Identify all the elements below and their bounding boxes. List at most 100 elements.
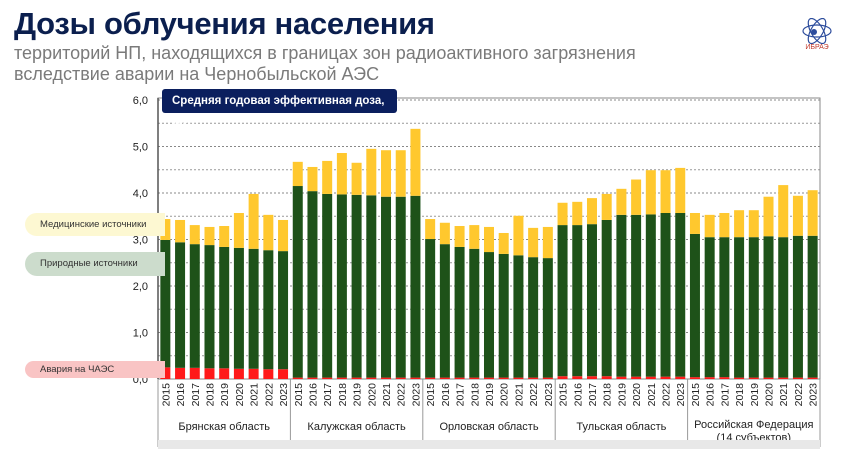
logo-text: ИБРАЭ (805, 44, 829, 51)
bar-accident (425, 377, 436, 379)
x-tick-label: 2017 (455, 383, 467, 407)
bar-medical (719, 212, 730, 238)
bar-medical (704, 214, 715, 238)
bar-natural (469, 248, 480, 378)
bar-accident (219, 368, 230, 379)
subtitle-line-2: вследствие аварии на Чернобыльской АЭС (14, 64, 380, 84)
x-tick-label: 2022 (263, 383, 275, 407)
bar-natural (616, 214, 627, 377)
bar-medical (748, 210, 759, 238)
bar-medical (631, 179, 642, 215)
x-tick-label: 2015 (425, 383, 437, 407)
bar-medical (807, 190, 818, 236)
bar-natural (748, 237, 759, 378)
bar-accident (748, 377, 759, 379)
bar-accident (322, 377, 333, 379)
bar-medical (263, 214, 274, 251)
bar-natural (410, 195, 421, 378)
bar-natural (307, 191, 318, 378)
bar-accident (734, 377, 745, 379)
bar-medical (542, 226, 553, 259)
bar-accident (292, 377, 303, 379)
subtitle-line-1: территорий НП, находящихся в границах зо… (14, 43, 636, 63)
bar-natural (513, 255, 524, 378)
x-tick-label: 2018 (734, 383, 746, 407)
bar-accident (351, 377, 362, 379)
legend-natural: Природные источники (25, 252, 165, 276)
x-tick-label: 2018 (469, 383, 481, 407)
bar-natural (175, 242, 186, 368)
x-tick-label: 2019 (616, 383, 628, 407)
x-tick-label: 2023 (278, 383, 290, 407)
bar-natural (498, 253, 509, 378)
bar-natural (292, 186, 303, 378)
bar-accident (336, 377, 347, 379)
x-tick-label: 2020 (631, 383, 643, 407)
bar-accident (601, 376, 612, 379)
bar-natural (675, 212, 686, 377)
bar-accident (381, 377, 392, 379)
x-tick-label: 2023 (808, 383, 820, 407)
bar-natural (719, 237, 730, 378)
group-label: Тульская область (576, 421, 666, 433)
bar-medical (233, 212, 244, 248)
bar-natural (233, 247, 244, 369)
bar-natural (454, 246, 465, 378)
bar-accident (469, 377, 480, 379)
bar-natural (263, 250, 274, 370)
bar-natural (381, 196, 392, 378)
bar-natural (483, 252, 495, 378)
bar-medical (498, 232, 509, 254)
bar-natural (778, 237, 789, 378)
x-tick-label: 2018 (602, 383, 614, 407)
bar-accident (792, 377, 803, 379)
group-label: Брянская область (178, 421, 270, 433)
x-tick-label: 2019 (749, 383, 761, 407)
x-tick-label: 2015 (293, 383, 305, 407)
bar-medical (601, 193, 612, 220)
bar-medical (528, 227, 539, 258)
y-tick-label: 5,0 (133, 142, 148, 154)
bar-natural (351, 194, 362, 378)
bar-accident (675, 376, 686, 379)
x-tick-label: 2016 (705, 383, 717, 407)
bar-natural (425, 239, 436, 378)
x-tick-label: 2021 (381, 383, 393, 407)
bar-medical (572, 201, 583, 226)
x-tick-label: 2016 (440, 383, 452, 407)
bar-accident (645, 376, 656, 379)
y-tick-label: 6,0 (133, 95, 148, 107)
bar-medical (454, 226, 465, 247)
bar-natural (366, 195, 377, 378)
x-tick-label: 2020 (366, 383, 378, 407)
bar-medical (734, 210, 745, 238)
bar-medical (410, 128, 421, 196)
x-tick-label: 2021 (778, 383, 790, 407)
x-tick-label: 2018 (337, 383, 349, 407)
bar-accident (572, 376, 583, 379)
bar-medical (660, 170, 671, 213)
bar-accident (586, 376, 597, 379)
bar-accident (454, 377, 465, 379)
x-tick-label: 2017 (322, 383, 334, 407)
bar-medical (557, 202, 568, 226)
bar-accident (189, 367, 200, 379)
bar-medical (278, 219, 289, 252)
bar-accident (395, 377, 406, 379)
bar-medical (336, 153, 347, 195)
bar-medical (366, 148, 377, 196)
bar-natural (792, 235, 803, 378)
bar-natural (660, 212, 671, 377)
x-tick-label: 2020 (234, 383, 246, 407)
bar-medical (204, 226, 215, 246)
category-footer (158, 440, 820, 449)
bar-natural (395, 196, 406, 378)
x-tick-label: 2015 (690, 383, 702, 407)
page-title: Дозы облучения населения (14, 6, 435, 41)
bar-medical (160, 219, 171, 240)
bar-natural (807, 235, 818, 378)
bar-natural (645, 214, 656, 377)
x-tick-label: 2015 (558, 383, 570, 407)
x-tick-label: 2016 (175, 383, 187, 407)
bar-accident (233, 368, 244, 379)
